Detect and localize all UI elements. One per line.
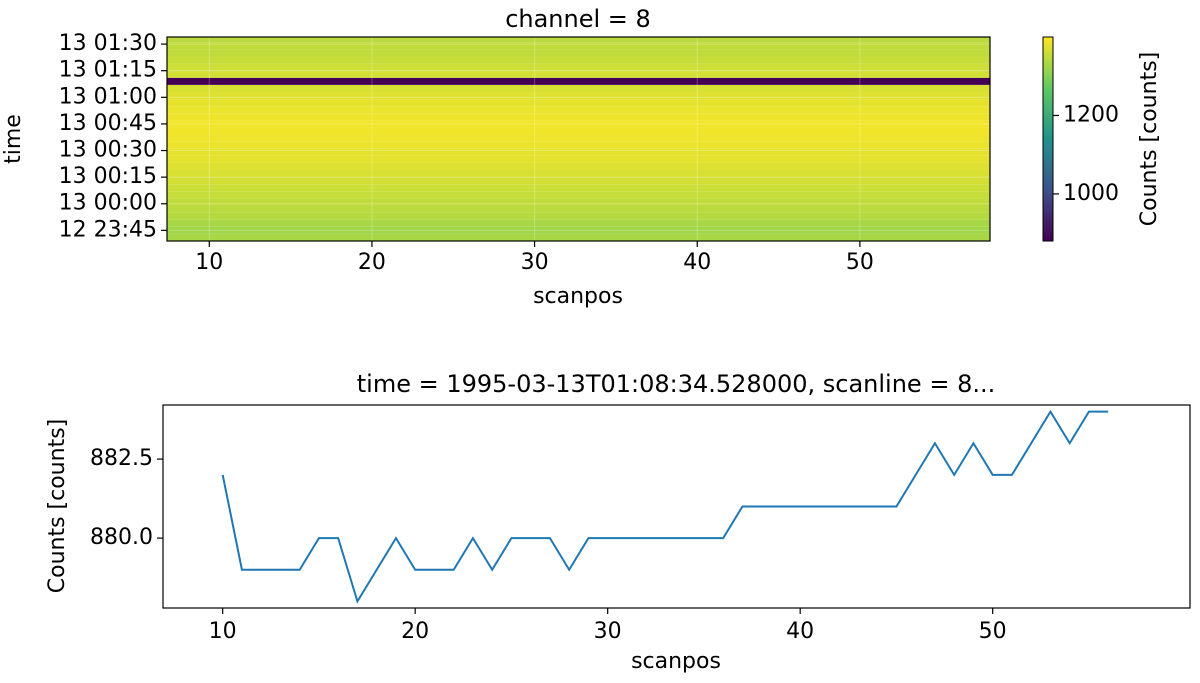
- heatmap-cell: [167, 155, 990, 163]
- heatmap-cell: [167, 191, 990, 199]
- heatmap-cell: [167, 205, 990, 213]
- x-tick-label: 40: [786, 619, 814, 644]
- x-tick-label: 10: [209, 619, 237, 644]
- heatmap-cell: [167, 177, 990, 185]
- heatmap-cell: [167, 162, 990, 171]
- x-tick-label: 50: [979, 619, 1007, 644]
- heatmap-cell: [167, 42, 990, 50]
- chart-title: time = 1995-03-13T01:08:34.528000, scanl…: [357, 370, 995, 398]
- heatmap-cell: [167, 70, 990, 78]
- heatmap-cell: [167, 37, 990, 43]
- x-axis-label: scanpos: [533, 284, 623, 309]
- heatmap-cell: [167, 170, 990, 178]
- heatmap-cell: [167, 106, 990, 114]
- x-tick-label: 30: [521, 250, 549, 275]
- colorbar: [1042, 36, 1054, 242]
- heatmap-cell: [167, 198, 990, 206]
- y-tick-label: 880.0: [90, 525, 153, 550]
- x-tick-label: 10: [195, 250, 223, 275]
- heatmap-cell: [167, 49, 990, 57]
- heatmap-cell: [167, 212, 990, 220]
- heatmap-cell: [167, 91, 990, 100]
- heatmap-cell: [167, 134, 990, 142]
- y-tick-label: 13 01:30: [59, 31, 157, 56]
- y-tick-label: 13 01:15: [59, 58, 157, 83]
- heatmap-cell: [167, 63, 990, 71]
- data-line: [221, 409, 1109, 604]
- y-tick-label: 13 01:00: [59, 84, 157, 109]
- heatmap-cell: [167, 77, 990, 85]
- heatmap-cell: [167, 148, 990, 156]
- heatmap-cell: [167, 226, 990, 234]
- heatmap-cell: [167, 127, 990, 135]
- heatmap-cell: [167, 120, 990, 128]
- x-tick-label: 30: [594, 619, 622, 644]
- heatmap-cell: [167, 99, 990, 107]
- heatmap-cell: [167, 233, 990, 241]
- heatmap-cell: [167, 141, 990, 149]
- colorbar-tick-label: 1200: [1063, 102, 1119, 127]
- heatmap-cell: [167, 56, 990, 64]
- y-tick-label: 13 00:00: [59, 191, 157, 216]
- y-tick-label: 12 23:45: [59, 217, 157, 242]
- y-tick-label: 13 00:30: [59, 138, 157, 163]
- heatmap-cell: [167, 184, 990, 192]
- plot-frame: [162, 404, 1191, 609]
- heatmap-cell: [167, 219, 990, 227]
- plot-area: [221, 409, 1109, 604]
- colorbar-tick-label: 1000: [1063, 181, 1119, 206]
- colorbar-label: Counts [counts]: [1137, 52, 1162, 227]
- y-axis-label: Counts [counts]: [45, 419, 70, 594]
- x-axis-label: scanpos: [631, 649, 721, 674]
- heatmap-cell: [167, 84, 990, 92]
- heatmap-cells: [167, 37, 990, 241]
- chart-title: channel = 8: [505, 5, 651, 33]
- x-tick-label: 20: [401, 619, 429, 644]
- y-tick-label: 882.5: [90, 446, 153, 471]
- y-tick-label: 13 00:45: [59, 111, 157, 136]
- x-tick-label: 50: [846, 250, 874, 275]
- x-tick-label: 40: [683, 250, 711, 275]
- x-tick-label: 20: [358, 250, 386, 275]
- heatmap-cell: [167, 113, 990, 121]
- y-axis-label: time: [1, 114, 26, 164]
- plot-frame: [166, 36, 991, 242]
- y-tick-label: 13 00:15: [59, 164, 157, 189]
